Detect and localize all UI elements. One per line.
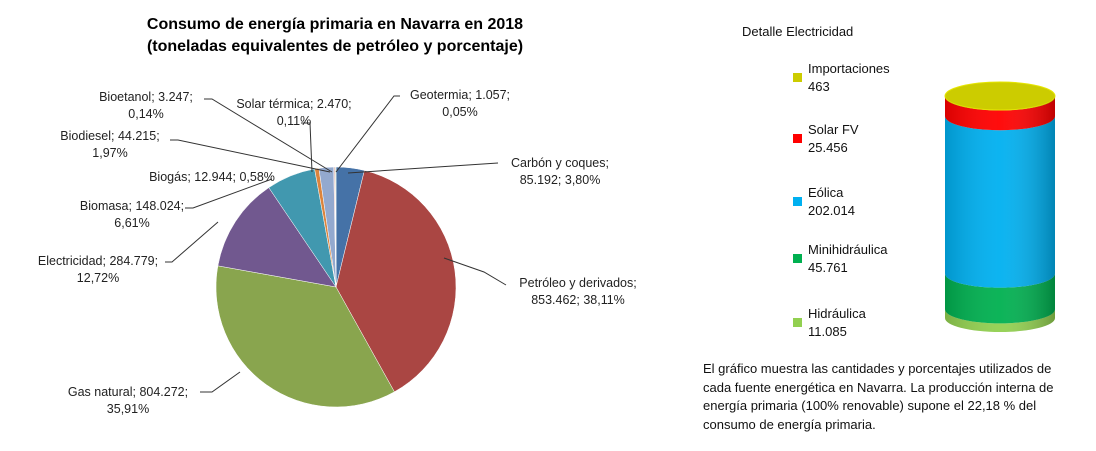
slice-label-2: Gas natural; 804.272; 35,91% [68, 385, 188, 416]
cylinder-shading [945, 96, 1055, 332]
legend-item: Minihidráulica 45.761 [808, 241, 887, 277]
legend-item: Importaciones 463 [808, 60, 890, 96]
leader-line-9 [335, 95, 400, 173]
slice-label-3: Electricidad; 284.779; 12,72% [38, 254, 158, 285]
leader-line-2 [200, 371, 241, 393]
legend-swatch [793, 197, 802, 206]
legend-value: 25.456 [808, 140, 848, 155]
chart-note: El gráfico muestra las cantidades y porc… [703, 361, 1054, 432]
legend-swatch [793, 318, 802, 327]
legend-value: 463 [808, 79, 830, 94]
pie-slice-3 [217, 187, 337, 288]
cylinder-top [944, 81, 1056, 111]
slice-label-4: Biomasa; 148.024; 6,61% [80, 199, 184, 230]
leader-line-7 [204, 98, 333, 173]
legend-name: Hidráulica [808, 306, 866, 321]
leader-line-1 [443, 257, 507, 286]
leader-line-6 [170, 139, 331, 173]
leader-line-0 [347, 162, 499, 174]
chart-title: Consumo de energía primaria en Navarra e… [80, 14, 590, 58]
legend-name: Importaciones [808, 61, 890, 76]
legend-value: 202.014 [808, 203, 855, 218]
legend-value: 11.085 [808, 324, 847, 339]
leader-line-8 [301, 122, 313, 173]
slice-label-9: Geotermia; 1.057; 0,05% [410, 88, 510, 119]
legend-name: Solar FV [808, 122, 859, 137]
legend-name: Eólica [808, 185, 844, 200]
pie-slice-2 [215, 265, 395, 408]
slice-label-5: Biogás; 12.944; 0,58% [149, 170, 275, 184]
slice-label-7: Bioetanol; 3.247; 0,14% [99, 90, 193, 121]
slice-label-6: Biodiesel; 44.215; 1,97% [60, 129, 159, 160]
title-line-2: (toneladas equivalentes de petróleo y po… [146, 38, 524, 55]
legend-swatch [793, 254, 802, 263]
leader-line-4 [185, 178, 273, 209]
legend-item: Eólica 202.014 [808, 184, 855, 220]
legend-swatch [793, 134, 802, 143]
leader-line-3 [165, 221, 219, 263]
legend-name: Minihidráulica [808, 242, 888, 257]
legend-item: Solar FV 25.456 [808, 121, 859, 157]
title-line-1: Consumo de energía primaria en Navarra e… [146, 16, 524, 33]
legend-value: 45.761 [808, 260, 848, 275]
electricity-detail-title: Detalle Electricidad [742, 24, 854, 39]
slice-label-0: Carbón y coques; 85.192; 3,80% [511, 156, 609, 187]
slice-label-8: Solar térmica; 2.470; 0,11% [236, 97, 351, 128]
legend-swatch [793, 73, 802, 82]
pie-slice-1 [335, 170, 457, 393]
slice-label-1: Petróleo y derivados; 853.462; 38,11% [519, 276, 636, 307]
legend-item: Hidráulica 11.085 [808, 305, 866, 341]
